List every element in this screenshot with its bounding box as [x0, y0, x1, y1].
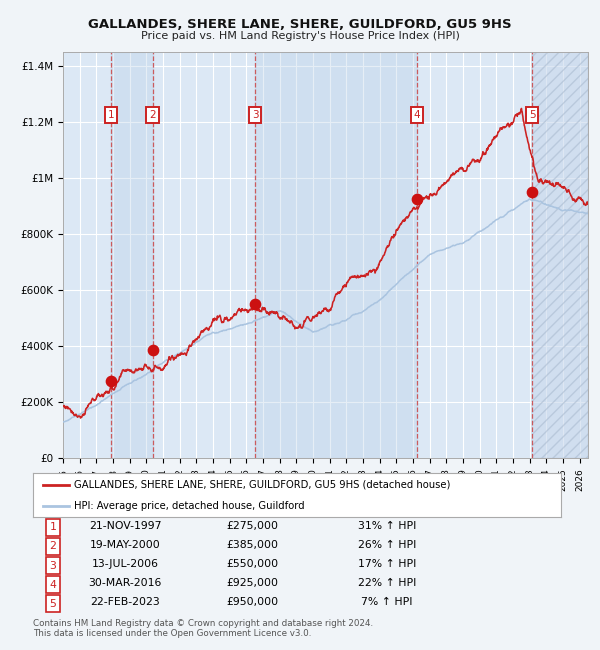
Text: 1: 1: [108, 110, 115, 120]
Text: 7% ↑ HPI: 7% ↑ HPI: [361, 597, 413, 608]
Text: 19-MAY-2000: 19-MAY-2000: [90, 540, 161, 551]
Bar: [111, 52, 152, 458]
Point: [412, 194, 422, 204]
Text: £950,000: £950,000: [226, 597, 278, 608]
Text: HPI: Average price, detached house, Guildford: HPI: Average price, detached house, Guil…: [74, 500, 305, 511]
Text: GALLANDES, SHERE LANE, SHERE, GUILDFORD, GU5 9HS (detached house): GALLANDES, SHERE LANE, SHERE, GUILDFORD,…: [74, 480, 451, 490]
Text: 4: 4: [50, 580, 56, 590]
Bar: [255, 52, 417, 458]
Point: [250, 299, 260, 309]
Text: 2: 2: [50, 541, 56, 551]
Text: £385,000: £385,000: [226, 540, 278, 551]
Text: 2: 2: [149, 110, 156, 120]
Bar: [532, 52, 588, 458]
Text: 17% ↑ HPI: 17% ↑ HPI: [358, 560, 416, 569]
Text: 13-JUL-2006: 13-JUL-2006: [92, 560, 159, 569]
Point: [148, 345, 157, 356]
Text: 22% ↑ HPI: 22% ↑ HPI: [358, 578, 416, 588]
Text: 4: 4: [414, 110, 421, 120]
Text: 31% ↑ HPI: 31% ↑ HPI: [358, 521, 416, 531]
Text: 22-FEB-2023: 22-FEB-2023: [91, 597, 160, 608]
Text: 5: 5: [529, 110, 535, 120]
Text: Price paid vs. HM Land Registry's House Price Index (HPI): Price paid vs. HM Land Registry's House …: [140, 31, 460, 40]
Text: £550,000: £550,000: [226, 560, 278, 569]
Text: Contains HM Land Registry data © Crown copyright and database right 2024.
This d: Contains HM Land Registry data © Crown c…: [33, 619, 373, 638]
Text: £275,000: £275,000: [226, 521, 278, 531]
Text: 21-NOV-1997: 21-NOV-1997: [89, 521, 161, 531]
Text: 26% ↑ HPI: 26% ↑ HPI: [358, 540, 416, 551]
Text: 30-MAR-2016: 30-MAR-2016: [89, 578, 162, 588]
Point: [106, 376, 116, 386]
Text: 3: 3: [252, 110, 259, 120]
Text: £925,000: £925,000: [226, 578, 278, 588]
Text: 1: 1: [50, 523, 56, 532]
Point: [527, 187, 537, 198]
Text: 5: 5: [50, 599, 56, 608]
Text: 3: 3: [50, 560, 56, 571]
Text: GALLANDES, SHERE LANE, SHERE, GUILDFORD, GU5 9HS: GALLANDES, SHERE LANE, SHERE, GUILDFORD,…: [88, 18, 512, 31]
